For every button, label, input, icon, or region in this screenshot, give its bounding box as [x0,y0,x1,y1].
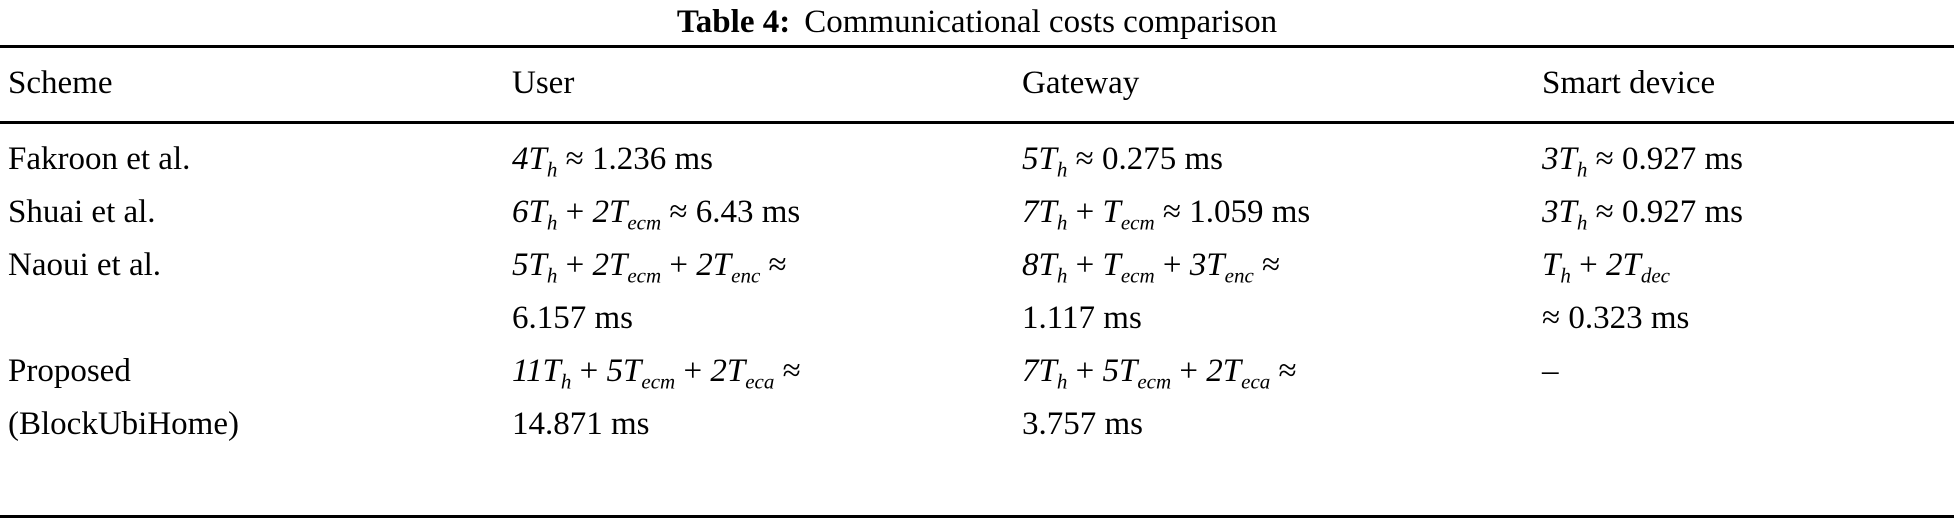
cell-scheme: Naoui et al. [0,239,512,345]
column-header-smart-device: Smart device [1542,46,1954,124]
math-line: 14.871 ms [512,406,650,442]
cell-user: 11Th + 5Tecm + 2Teca ≈ 14.871 ms [512,345,1022,517]
header-row: Scheme User Gateway Smart device [0,46,1954,124]
math-line: 6Th + 2Tecm ≈ 6.43 ms [512,194,801,235]
math-line: 3Th ≈ 0.927 ms [1542,141,1743,182]
math-line: 6.157 ms [512,300,634,336]
table-row: Shuai et al. 6Th + 2Tecm ≈ 6.43 ms 7Th + T… [0,186,1954,239]
math-line: – [1542,353,1559,389]
cell-user: 4Th ≈ 1.236 ms [512,123,1022,187]
math-line: 5Th ≈ 0.275 ms [1022,141,1223,182]
math-line: 3Th ≈ 0.927 ms [1542,194,1743,235]
cell-smart-device: 3Th ≈ 0.927 ms [1542,123,1954,187]
cell-scheme: Proposed (BlockUbiHome) [0,345,512,517]
scheme-text-line: Proposed [8,353,131,389]
cell-gateway: 8Th + Tecm + 3Tenc ≈ 1.117 ms [1022,239,1542,345]
cell-gateway: 7Th + 5Tecm + 2Teca ≈ 3.757 ms [1022,345,1542,517]
math-line: 3.757 ms [1022,406,1144,442]
table-row: Fakroon et al. 4Th ≈ 1.236 ms 5Th ≈ 0.275 … [0,123,1954,187]
cell-scheme: Fakroon et al. [0,123,512,187]
table-row: Proposed (BlockUbiHome) 11Th + 5Tecm + 2Te… [0,345,1954,517]
math-line: 4Th ≈ 1.236 ms [512,141,713,182]
table-caption: Table 4: Communicational costs comparison [0,0,1954,45]
column-header-scheme: Scheme [0,46,512,124]
table-head: Scheme User Gateway Smart device [0,46,1954,124]
math-line: Th + 2Tdec [1542,247,1670,288]
cell-smart-device: 3Th ≈ 0.927 ms [1542,186,1954,239]
math-line: 8Th + Tecm + 3Tenc ≈ [1022,247,1281,288]
table-label: Table 4: [676,4,791,40]
scheme-text-line: (BlockUbiHome) [8,406,239,442]
scheme-text-line: Shuai et al. [8,194,156,230]
cell-scheme: Shuai et al. [0,186,512,239]
table-title: Communicational costs comparison [804,4,1278,40]
costs-table: Scheme User Gateway Smart device Fakroon… [0,45,1954,518]
scheme-text-line: Fakroon et al. [8,141,191,177]
math-line: 7Th + 5Tecm + 2Teca ≈ [1022,353,1297,394]
cell-user: 5Th + 2Tecm + 2Tenc ≈ 6.157 ms [512,239,1022,345]
math-line: 11Th + 5Tecm + 2Teca ≈ [512,353,801,394]
column-header-gateway: Gateway [1022,46,1542,124]
cell-gateway: 7Th + Tecm ≈ 1.059 ms [1022,186,1542,239]
cell-gateway: 5Th ≈ 0.275 ms [1022,123,1542,187]
cell-smart-device: Th + 2Tdec ≈ 0.323 ms [1542,239,1954,345]
table-body: Fakroon et al. 4Th ≈ 1.236 ms 5Th ≈ 0.275 … [0,123,1954,517]
column-header-user: User [512,46,1022,124]
scheme-text-line: Naoui et al. [8,247,162,283]
table-row: Naoui et al. 5Th + 2Tecm + 2Tenc ≈ 6.157 m… [0,239,1954,345]
math-line: 1.117 ms [1022,300,1142,336]
math-line: 7Th + Tecm ≈ 1.059 ms [1022,194,1311,235]
cell-user: 6Th + 2Tecm ≈ 6.43 ms [512,186,1022,239]
math-line: 5Th + 2Tecm + 2Tenc ≈ [512,247,787,288]
math-line: ≈ 0.323 ms [1542,300,1690,336]
cell-smart-device: – [1542,345,1954,517]
